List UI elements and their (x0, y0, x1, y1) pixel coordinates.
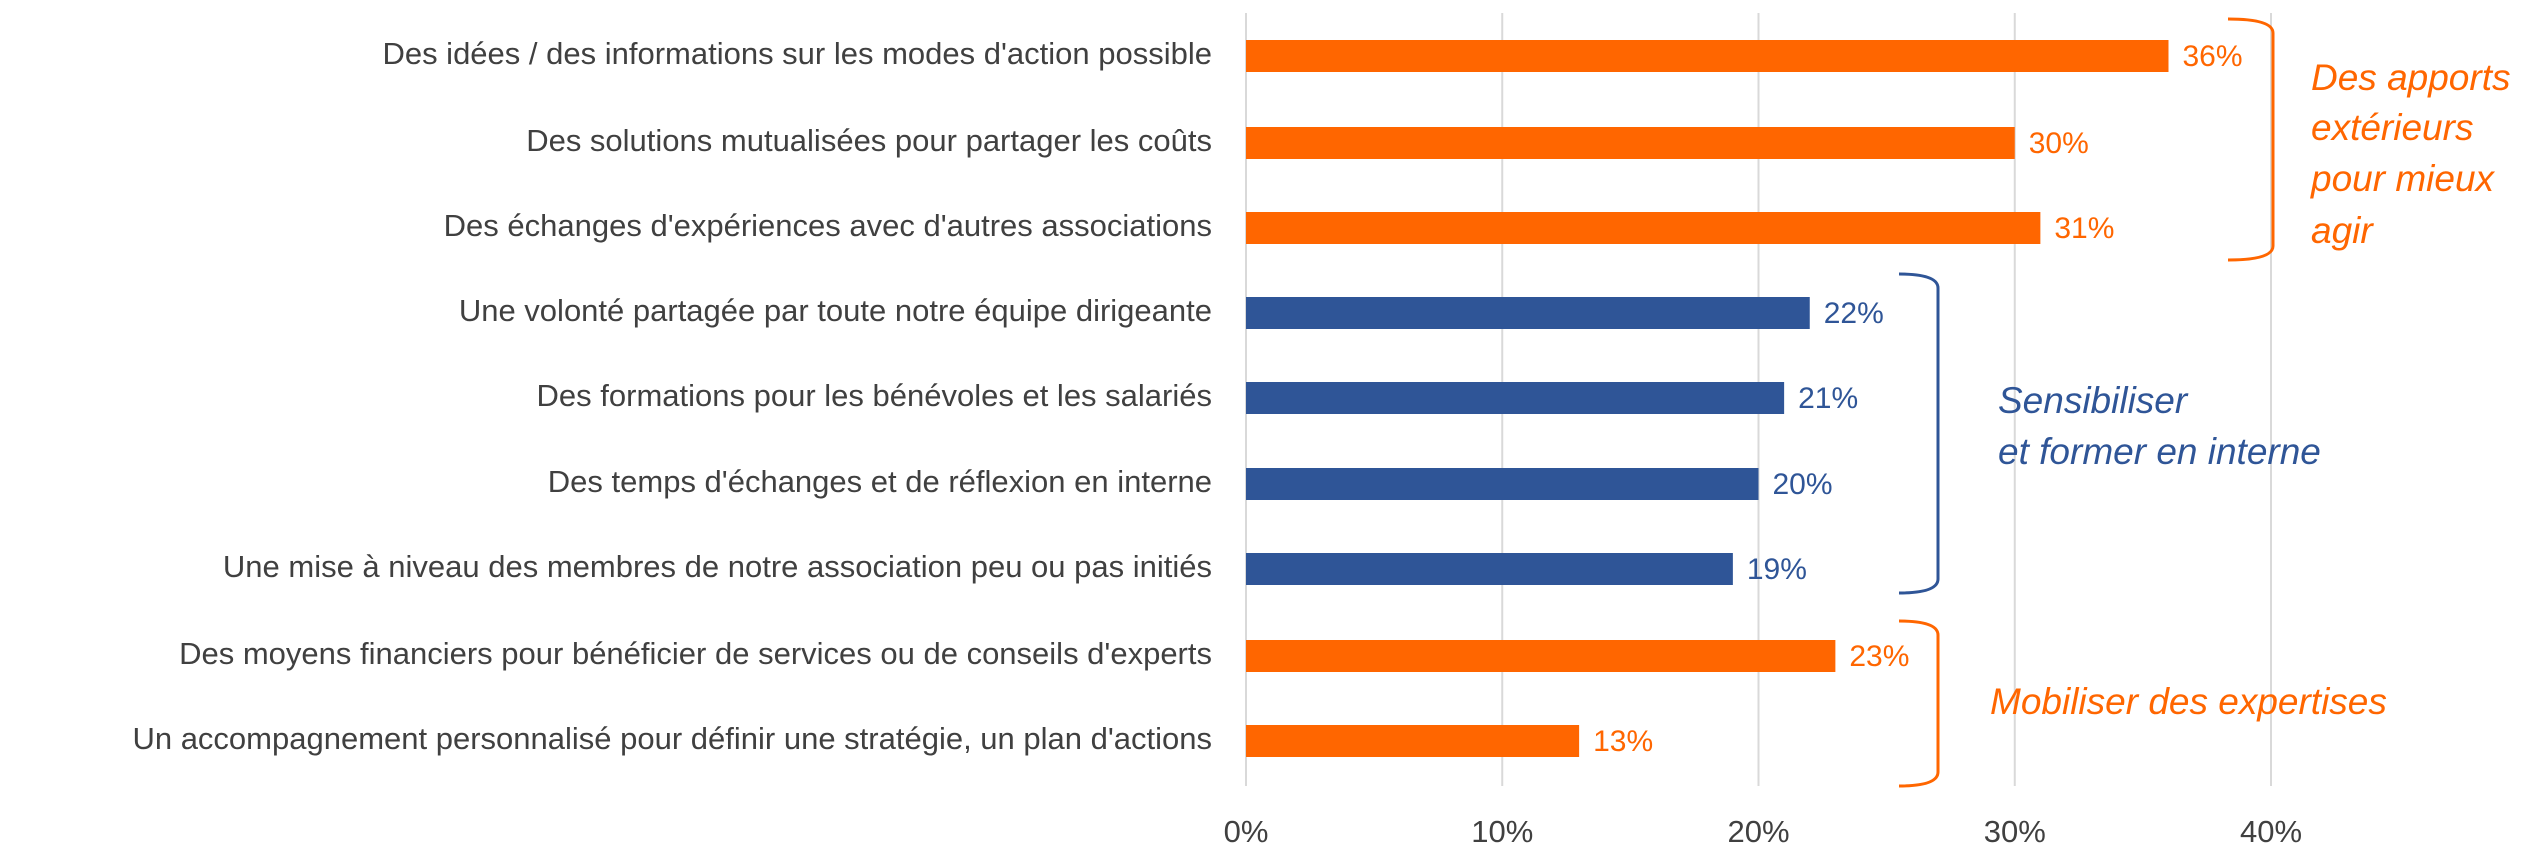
x-tick-label: 10% (1471, 814, 1533, 849)
category-label: Des solutions mutualisées pour partager … (526, 123, 1212, 158)
value-label: 13% (1593, 725, 1653, 758)
bracket (2227, 17, 2275, 262)
annotation: Sensibiliser (1998, 380, 2189, 421)
bar (1246, 212, 2041, 244)
category-label: Des échanges d'expériences avec d'autres… (444, 208, 1212, 243)
annotation: Mobiliser des expertises (1990, 681, 2387, 722)
category-label: Des temps d'échanges et de réflexion en … (548, 464, 1212, 499)
annotation: et former en interne (1998, 431, 2321, 472)
bar (1246, 297, 1810, 329)
annotation: pour mieux (2310, 158, 2496, 199)
bar (1246, 40, 2169, 72)
bar (1246, 127, 2015, 159)
category-label: Un accompagnement personnalisé pour défi… (132, 721, 1212, 756)
x-tick-label: 20% (1727, 814, 1789, 849)
value-label: 31% (2054, 212, 2114, 245)
annotation: extérieurs (2311, 107, 2473, 148)
value-label: 21% (1798, 382, 1858, 415)
bar (1246, 640, 1836, 672)
value-label: 22% (1824, 297, 1884, 330)
x-tick-label: 40% (2240, 814, 2302, 849)
category-label: Des moyens financiers pour bénéficier de… (179, 636, 1212, 671)
value-label: 20% (1773, 468, 1833, 501)
bar (1246, 468, 1759, 500)
bar (1246, 382, 1785, 414)
bar (1246, 553, 1733, 585)
bracket (1898, 619, 1940, 788)
category-label: Une volonté partagée par toute notre équ… (459, 293, 1212, 328)
bar (1246, 725, 1580, 757)
category-label: Des formations pour les bénévoles et les… (537, 378, 1212, 413)
annotation: Des apports (2311, 57, 2511, 98)
x-tick-label: 0% (1224, 814, 1269, 849)
x-tick-label: 30% (1984, 814, 2046, 849)
value-label: 23% (1849, 640, 1909, 673)
value-label: 19% (1747, 553, 1807, 586)
category-label: Des idées / des informations sur les mod… (382, 36, 1212, 71)
value-label: 36% (2183, 40, 2243, 73)
annotation: agir (2311, 210, 2374, 251)
category-label: Une mise à niveau des membres de notre a… (223, 549, 1212, 584)
value-label: 30% (2029, 127, 2089, 160)
bracket (1898, 272, 1940, 595)
